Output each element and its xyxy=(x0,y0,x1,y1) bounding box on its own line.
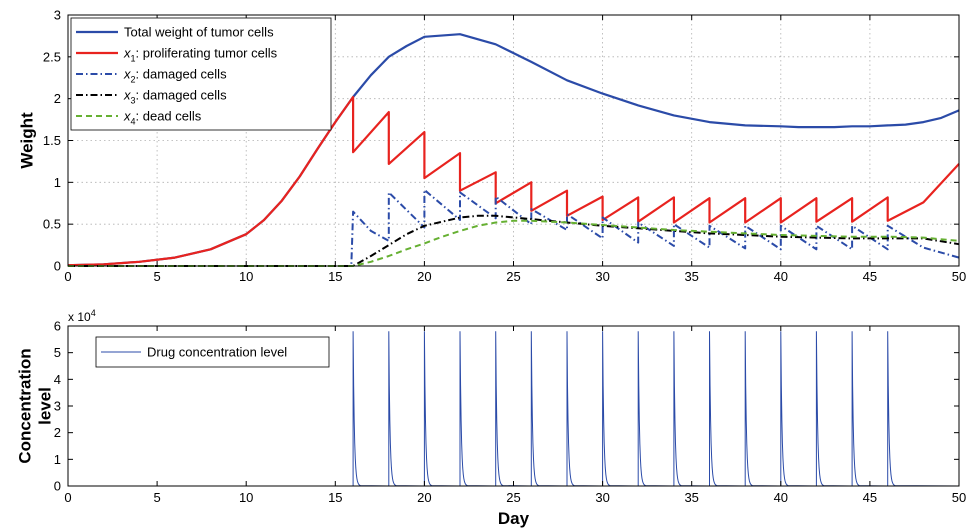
conc-y-tick-label: 2 xyxy=(54,425,61,440)
weight-x-tick-label: 50 xyxy=(952,269,966,284)
weight-y-tick-label: 1.5 xyxy=(43,133,61,148)
conc-x-tick-label: 15 xyxy=(328,490,342,505)
series-line-2 xyxy=(67,95,960,267)
weight-x-tick-label: 0 xyxy=(64,269,71,284)
y-multiplier-base: x 10 xyxy=(68,310,91,324)
conc-x-tick-label: 0 xyxy=(64,490,71,505)
legend-rest: : damaged cells xyxy=(136,67,228,82)
weight-y-tick-label: 1 xyxy=(54,175,61,190)
legend-rest: : dead cells xyxy=(136,109,202,124)
concentration-x-axis-title: Day xyxy=(498,509,530,528)
conc-x-tick-label: 5 xyxy=(153,490,160,505)
drug-legend-label: Drug concentration level xyxy=(147,345,287,360)
weight-legend-box xyxy=(70,17,332,131)
weight-y-tick-label: 0.5 xyxy=(43,217,61,232)
concentration-plot-legend: Drug concentration level xyxy=(95,336,330,368)
weight-y-tick-label: 0 xyxy=(54,259,61,274)
legend-rest: : damaged cells xyxy=(136,88,228,103)
conc-y-tick-label: 4 xyxy=(54,372,61,387)
conc-x-tick-label: 25 xyxy=(506,490,520,505)
legend-var: x xyxy=(123,67,131,82)
conc-x-tick-label: 40 xyxy=(774,490,788,505)
legend-label-2: x1: proliferating tumor cells xyxy=(123,46,278,64)
conc-y-tick-label: 0 xyxy=(54,479,61,494)
conc-x-tick-label: 35 xyxy=(684,490,698,505)
weight-x-tick-label: 20 xyxy=(417,269,431,284)
conc-y-tick-label: 1 xyxy=(54,452,61,467)
y-multiplier-exponent: 4 xyxy=(91,308,96,318)
weight-y-axis-title: Weight xyxy=(17,112,36,169)
legend-rest: : proliferating tumor cells xyxy=(136,46,278,61)
series-line-3 xyxy=(68,188,960,267)
weight-x-tick-label: 10 xyxy=(239,269,253,284)
conc-x-tick-label: 45 xyxy=(863,490,877,505)
conc-y-tick-label: 3 xyxy=(54,399,61,414)
legend-var: x xyxy=(123,88,131,103)
weight-x-tick-label: 30 xyxy=(595,269,609,284)
legend-label-3: x2: damaged cells xyxy=(123,67,227,85)
legend-var: x xyxy=(123,109,131,124)
weight-x-tick-label: 35 xyxy=(684,269,698,284)
weight-plot-series xyxy=(67,33,960,267)
conc-y-tick-label: 6 xyxy=(54,319,61,334)
weight-x-tick-label: 45 xyxy=(863,269,877,284)
series-line-5 xyxy=(68,219,960,267)
weight-y-tick-label: 2 xyxy=(54,91,61,106)
legend-label-4: x3: damaged cells xyxy=(123,88,227,106)
conc-y-tick-label: 5 xyxy=(54,345,61,360)
weight-y-tick-label: 3 xyxy=(54,8,61,23)
conc-x-tick-label: 20 xyxy=(417,490,431,505)
concentration-y-multiplier: x 104 xyxy=(68,308,96,324)
conc-x-tick-label: 50 xyxy=(952,490,966,505)
weight-x-tick-label: 25 xyxy=(506,269,520,284)
legend-sub: 4 xyxy=(131,117,136,127)
weight-y-tick-label: 2.5 xyxy=(43,49,61,64)
weight-plot: 0 5 10 15 20 25 30 35 40 45 50 0 0.5 1 1.5 2 2.5 3 Weight… xyxy=(17,8,966,285)
legend-label-5: x4: dead cells xyxy=(123,109,202,127)
weight-x-tick-label: 5 xyxy=(153,269,160,284)
conc-x-tick-label: 30 xyxy=(595,490,609,505)
legend-label-1: Total weight of tumor cells xyxy=(124,25,274,40)
weight-x-tick-label: 40 xyxy=(774,269,788,284)
legend-sub: 2 xyxy=(131,75,136,85)
legend-sub: 1 xyxy=(131,54,136,64)
concentration-y-axis-title-line1: Concentration xyxy=(15,348,34,463)
weight-x-tick-label: 15 xyxy=(328,269,342,284)
legend-var: x xyxy=(123,46,131,61)
concentration-y-axis-title-line2: level xyxy=(35,387,54,425)
legend-sub: 3 xyxy=(131,96,136,106)
conc-x-tick-label: 10 xyxy=(239,490,253,505)
